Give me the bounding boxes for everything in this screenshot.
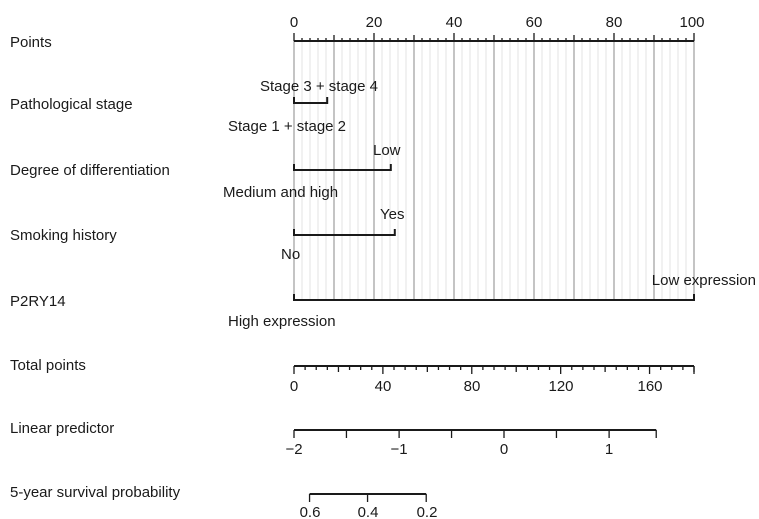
differentiation-scale: Low Medium and high <box>223 142 401 201</box>
total-tick-label-160: 160 <box>637 378 662 395</box>
level-label-stage-1-2: Stage 1 + stage 2 <box>228 118 346 135</box>
total-tick-label-0: 0 <box>290 378 298 395</box>
points-tick-label-20: 20 <box>366 14 383 31</box>
level-label-high-expression: High expression <box>228 313 336 330</box>
total-points-axis: 0 40 80 120 160 <box>290 365 695 395</box>
p2ry14-scale: Low expression High expression <box>228 272 756 330</box>
pathological-stage-scale: Stage 3 + stage 4 Stage 1 + stage 2 <box>228 78 378 135</box>
level-label-low: Low <box>373 142 401 159</box>
linear-predictor-ticks <box>293 430 657 438</box>
survival-probability-ticks <box>308 494 427 502</box>
level-label-no: No <box>281 246 300 263</box>
points-tick-label-40: 40 <box>446 14 463 31</box>
level-label-yes: Yes <box>380 206 404 223</box>
points-tick-label-100: 100 <box>679 14 704 31</box>
differentiation-bracket <box>293 164 392 171</box>
row-label-smoking-history: Smoking history <box>10 227 117 244</box>
points-tick-label-80: 80 <box>606 14 623 31</box>
level-label-low-expression: Low expression <box>652 272 756 289</box>
pathological-stage-bracket <box>293 97 329 104</box>
row-label-pathological-stage: Pathological stage <box>10 96 133 113</box>
row-label-total-points: Total points <box>10 357 86 374</box>
total-tick-label-40: 40 <box>375 378 392 395</box>
surv-tick-label-0-6: 0.6 <box>300 504 321 519</box>
points-axis: 0 20 40 60 80 100 <box>290 14 705 42</box>
surv-tick-label-0-4: 0.4 <box>358 504 379 519</box>
row-label-p2ry14: P2RY14 <box>10 293 66 310</box>
points-tick-label-0: 0 <box>290 14 298 31</box>
survival-probability-axis: 0.6 0.4 0.2 <box>300 493 438 519</box>
level-label-stage-3-4: Stage 3 + stage 4 <box>260 78 378 95</box>
total-tick-label-120: 120 <box>548 378 573 395</box>
row-label-linear-predictor: Linear predictor <box>10 420 114 437</box>
linear-predictor-axis: −2 −1 0 1 <box>285 429 657 458</box>
row-label-survival-probability: 5-year survival probability <box>10 484 181 501</box>
lp-tick-label-neg2: −2 <box>285 441 302 458</box>
smoking-history-bracket <box>293 229 396 236</box>
p2ry14-bracket <box>293 294 695 301</box>
points-tick-label-60: 60 <box>526 14 543 31</box>
points-axis-ticks <box>293 33 695 41</box>
total-tick-label-80: 80 <box>464 378 481 395</box>
lp-tick-label-1: 1 <box>605 441 613 458</box>
level-label-medium-and-high: Medium and high <box>223 184 338 201</box>
lp-tick-label-neg1: −1 <box>390 441 407 458</box>
surv-tick-label-0-2: 0.2 <box>417 504 438 519</box>
smoking-history-scale: Yes No <box>281 206 404 263</box>
lp-tick-label-0: 0 <box>500 441 508 458</box>
row-label-points: Points <box>10 34 52 51</box>
row-label-degree-of-differentiation: Degree of differentiation <box>10 162 170 179</box>
total-points-ticks <box>293 366 695 374</box>
